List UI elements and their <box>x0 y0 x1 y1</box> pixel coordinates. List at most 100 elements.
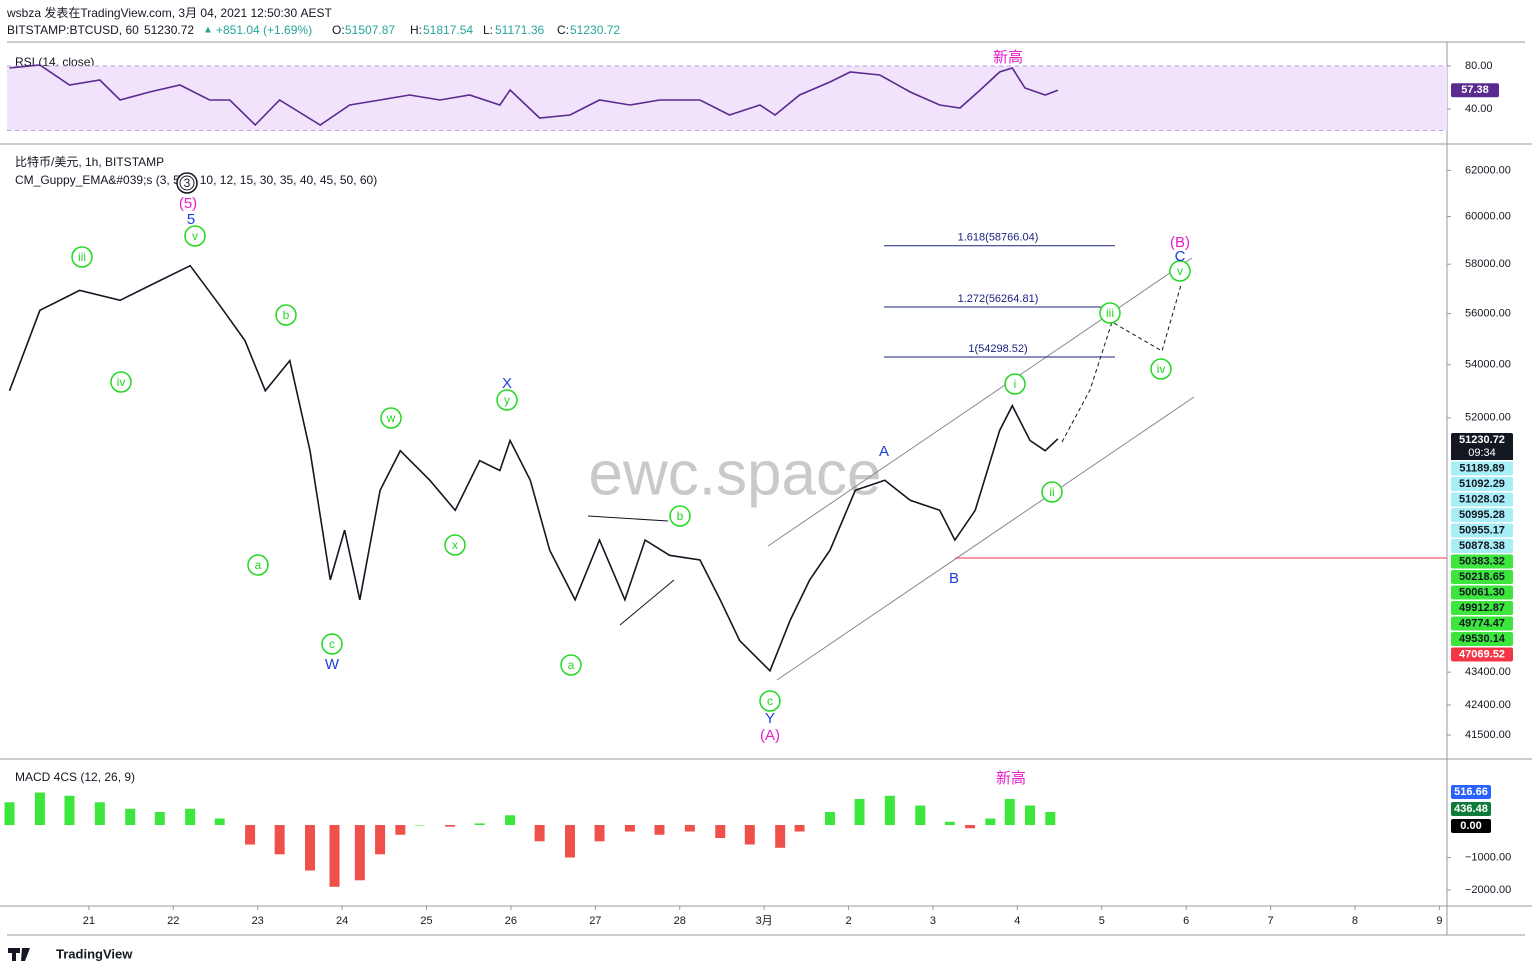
macd-bar <box>375 825 386 855</box>
price-badge <box>1451 570 1513 584</box>
wave-label: X <box>502 375 512 392</box>
y-tick-label: 62000.00 <box>1465 164 1511 176</box>
wave-circle <box>669 505 691 527</box>
macd-bar <box>654 825 665 835</box>
macd-bar <box>1045 812 1056 826</box>
macd-badge-label: 516.66 <box>1454 786 1488 798</box>
macd-title: MACD 4CS (12, 26, 9) <box>15 770 135 784</box>
y-tick-label: 54000.00 <box>1465 359 1511 371</box>
macd-bar <box>64 795 75 826</box>
macd-bar <box>214 818 225 826</box>
x-tick-label: 4 <box>1014 915 1020 927</box>
wave-label: b <box>283 308 290 322</box>
macd-bar <box>1004 799 1015 826</box>
macd-bar <box>854 799 865 826</box>
y-tick-label: 41500.00 <box>1465 729 1511 741</box>
macd-bar <box>534 825 545 842</box>
wave-label: v <box>192 229 198 243</box>
wave-circle <box>184 225 206 247</box>
price-badge <box>1451 477 1513 491</box>
fib-label: 1(54298.52) <box>968 343 1027 355</box>
up-arrow: ▲ <box>203 25 213 36</box>
c-label: C: <box>557 23 569 37</box>
price-badge <box>1451 554 1513 569</box>
fib-label: 1.618(58766.04) <box>958 232 1039 244</box>
rsi-badge <box>1451 83 1499 98</box>
price-badge-label: 50878.38 <box>1459 540 1505 552</box>
x-tick-label: 8 <box>1352 915 1358 927</box>
price-badge-label: 51028.02 <box>1459 493 1505 505</box>
wave-label: a <box>568 658 575 672</box>
wave-circle <box>110 371 132 393</box>
macd-bar <box>94 802 105 826</box>
price-badge-label: 47069.52 <box>1459 648 1505 660</box>
y-tick-label: 60000.00 <box>1465 210 1511 222</box>
wave-circle <box>444 534 466 556</box>
wave-circle <box>496 389 518 411</box>
wave-label: i <box>1014 377 1017 391</box>
rsi-band <box>7 65 1447 131</box>
wave-label: W <box>325 656 340 673</box>
wave-circle <box>1041 481 1063 503</box>
macd-bar <box>505 815 516 826</box>
macd-bar <box>445 825 456 827</box>
price-badge-label: 49774.47 <box>1459 617 1505 629</box>
macd-bar <box>594 825 605 842</box>
wave-label: iii <box>78 250 86 264</box>
y-tick-label: 42400.00 <box>1465 699 1511 711</box>
macd-badge-label: 0.00 <box>1460 820 1481 832</box>
macd-bar <box>794 825 805 832</box>
low: 51171.36 <box>495 23 544 37</box>
wave-label: iv <box>1157 362 1166 376</box>
price-badge <box>1451 461 1513 476</box>
macd-bar <box>944 821 955 826</box>
macd-bar <box>329 825 340 887</box>
brand: TradingView <box>56 946 133 961</box>
macd-bar <box>985 818 996 826</box>
macd-bar <box>274 825 285 855</box>
y-tick-label: 58000.00 <box>1465 258 1511 270</box>
price-title: 比特币/美元, 1h, BITSTAMP <box>15 154 164 169</box>
wave-circle <box>560 654 582 676</box>
x-tick-label: 22 <box>167 915 179 927</box>
symbol-line: BITSTAMP:BTCUSD, 60 51230.72 ▲ +851.04 (… <box>7 23 620 37</box>
wave-label: y <box>504 393 510 407</box>
x-tick-label: 24 <box>336 915 348 927</box>
x-tick-label: 25 <box>420 915 432 927</box>
macd-bar <box>965 825 976 829</box>
wave-label: b <box>677 509 684 523</box>
macd-bar <box>775 825 786 848</box>
x-tick-label: 23 <box>252 915 264 927</box>
wave-circle <box>275 304 297 326</box>
price-badge <box>1451 616 1513 631</box>
brand-logo <box>8 948 30 961</box>
wave-label: c <box>767 694 773 708</box>
price-badge <box>1451 539 1513 553</box>
symbol: BITSTAMP:BTCUSD, 60 <box>7 23 139 37</box>
high: 51817.54 <box>423 23 473 37</box>
x-tick-label: 7 <box>1268 915 1274 927</box>
macd-bar <box>915 805 926 826</box>
macd-badge <box>1451 785 1491 799</box>
triangle-line <box>587 515 669 522</box>
countdown-bg <box>1451 446 1513 460</box>
price-badge <box>1451 492 1513 507</box>
macd-bar <box>884 795 895 826</box>
macd-bar <box>1025 805 1036 826</box>
wave-label: x <box>452 538 458 552</box>
countdown: 09:34 <box>1468 447 1496 459</box>
projection-path <box>1061 284 1182 443</box>
x-tick-label: 6 <box>1183 915 1189 927</box>
macd-bar <box>395 825 406 835</box>
watermark: ewc.space <box>589 439 882 508</box>
macd-bar <box>624 825 635 832</box>
macd-bar <box>185 808 196 826</box>
wave-label: A <box>879 443 889 460</box>
macd-bar <box>414 825 425 826</box>
y-tick-label: 43400.00 <box>1465 666 1511 678</box>
price-badge <box>1451 647 1513 662</box>
wave-label: 3 <box>184 176 191 190</box>
macd-bar <box>154 812 165 826</box>
channel-line <box>767 257 1193 547</box>
